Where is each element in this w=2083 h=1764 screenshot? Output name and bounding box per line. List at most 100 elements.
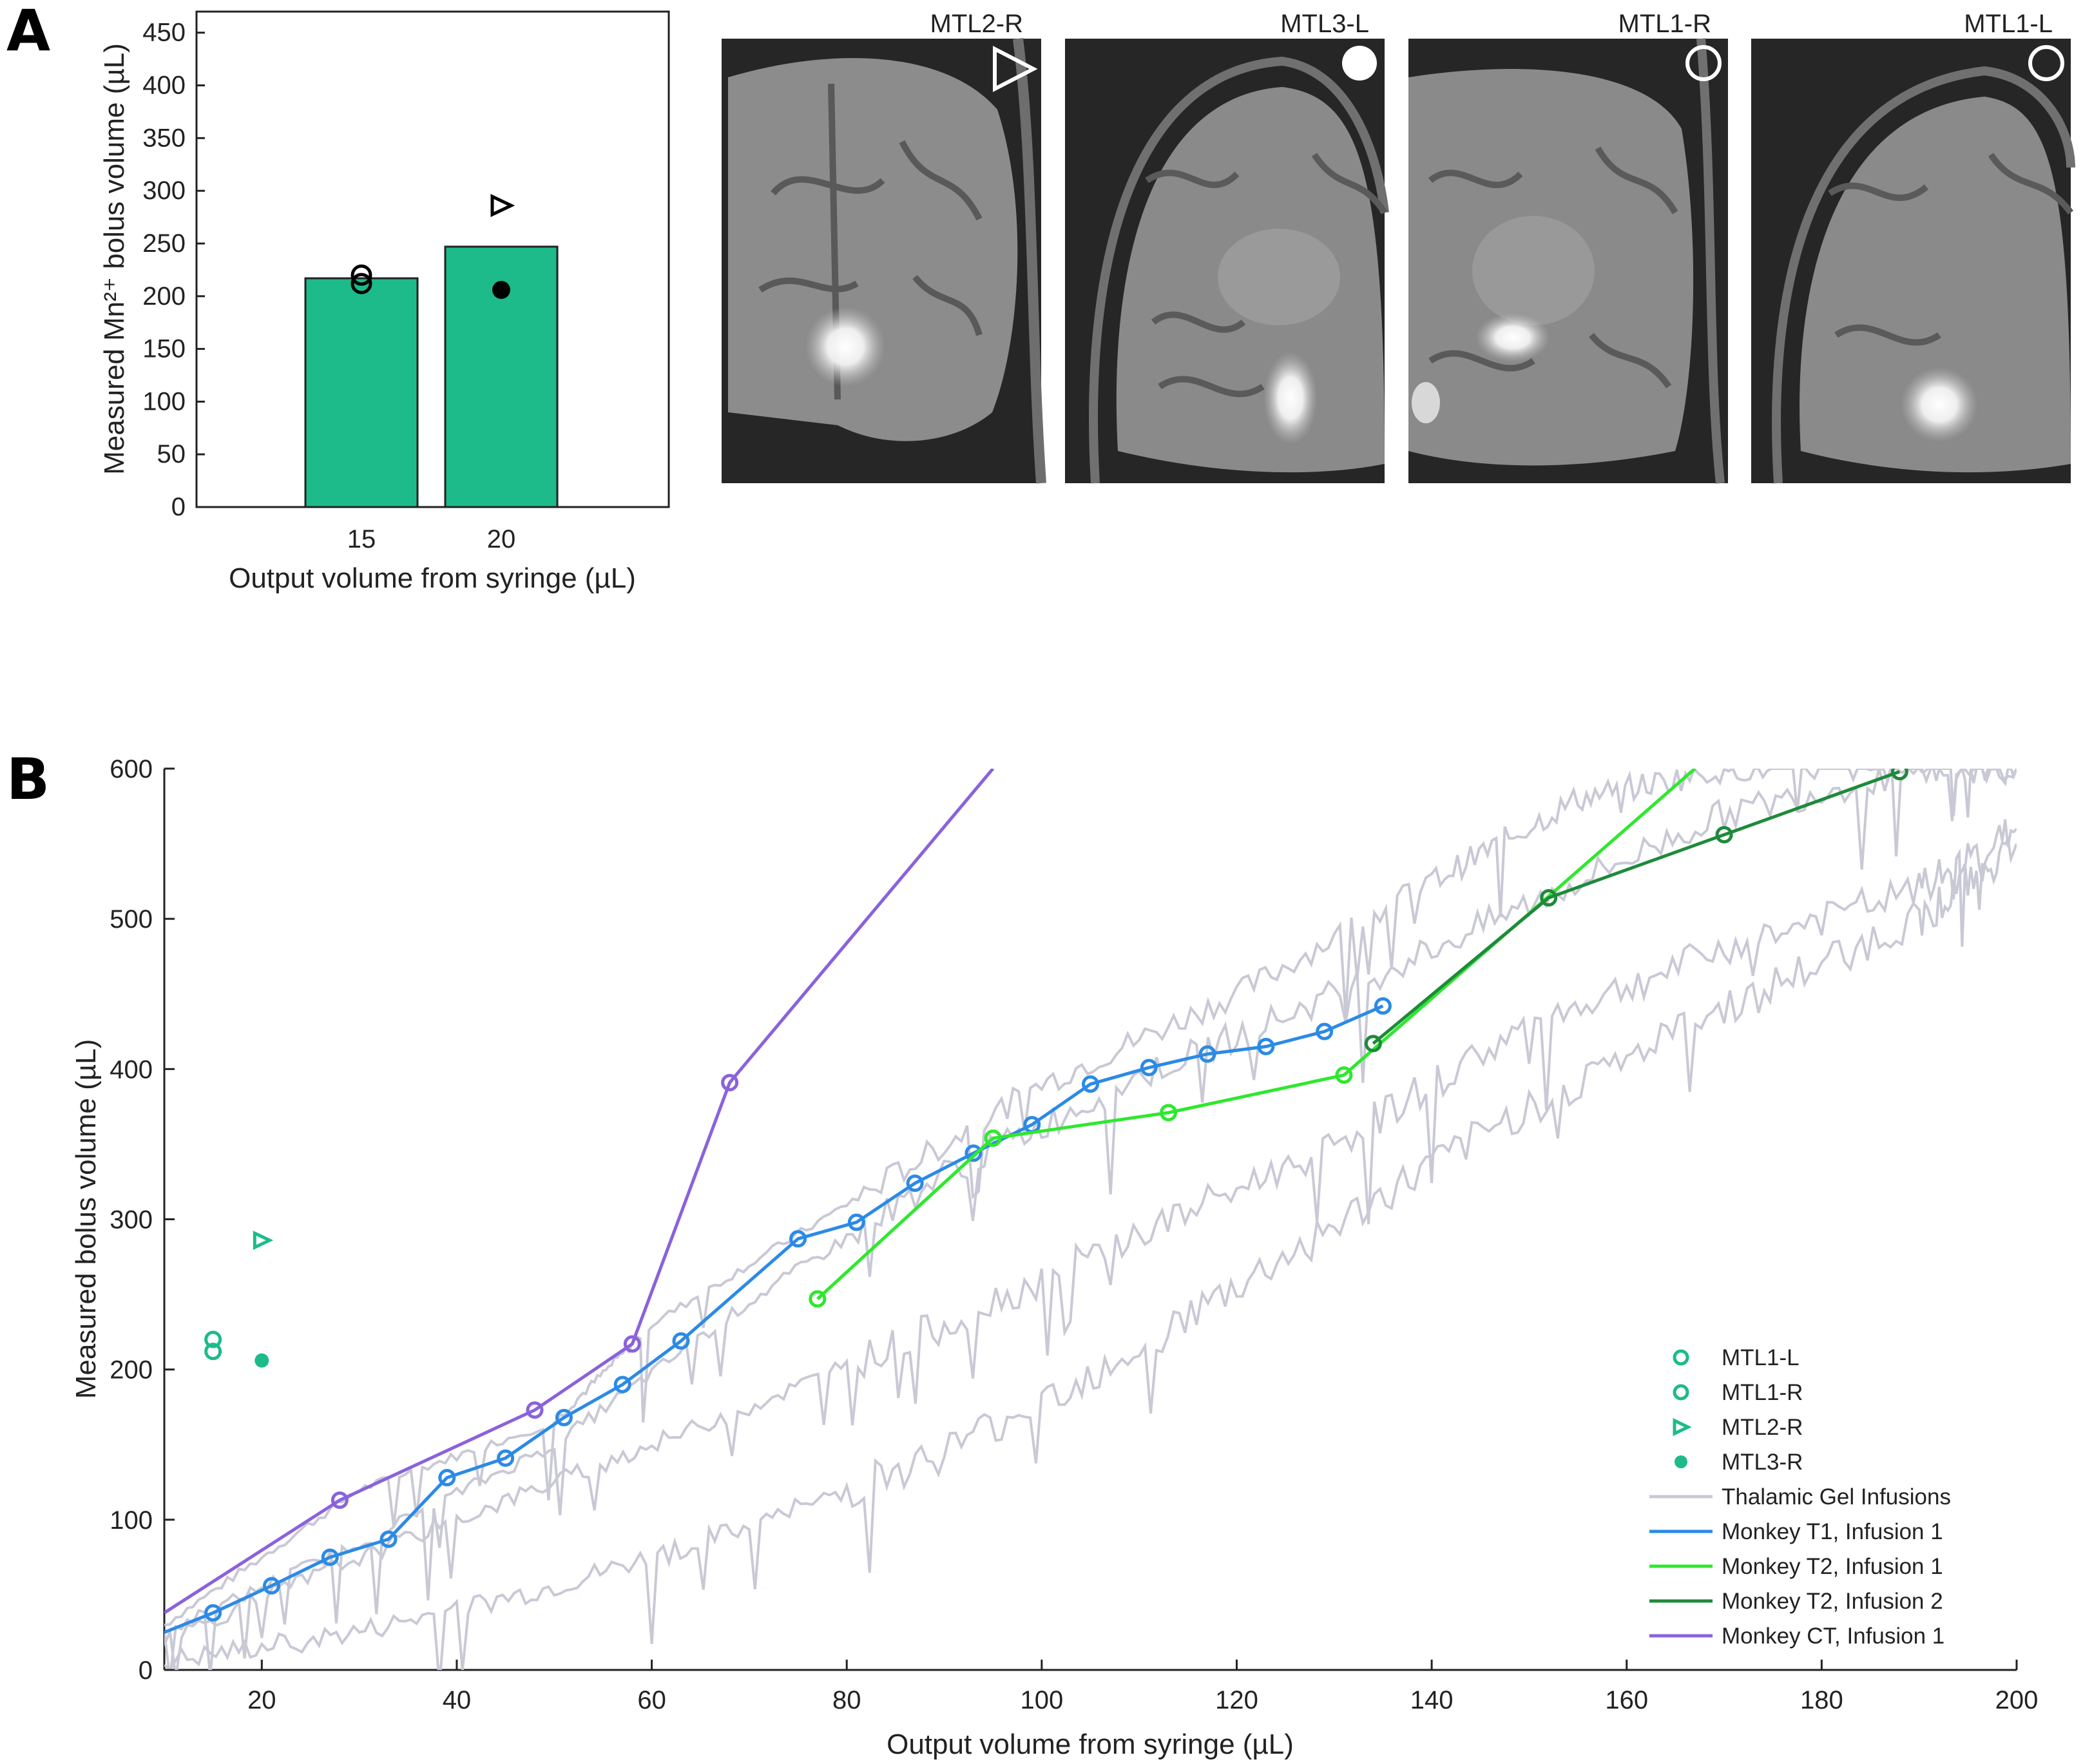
panel-a-bar-15	[304, 277, 419, 508]
mri-3-vessel	[1412, 382, 1440, 423]
mri-panel-2: MTL3-L	[1065, 10, 1389, 484]
mri-2-scalp	[1089, 56, 1389, 484]
series-point-monkey-t1-infusion-1	[789, 1230, 807, 1248]
panel-b-x-ticks: 20 40 60 80 100 120 140 160 180 200	[247, 1660, 2038, 1714]
panel-b-y-tick-label: 300	[110, 1206, 153, 1234]
mri-2-thalamus	[1218, 229, 1340, 325]
series-point-monkey-ct-infusion-1	[526, 1401, 544, 1419]
mri-2-sulci	[1145, 153, 1388, 398]
series-point-monkey-t1-infusion-1	[1082, 1075, 1099, 1093]
series-point-monkey-t1-infusion-1	[321, 1548, 339, 1566]
panel-b-x-tick-label: 60	[637, 1686, 666, 1714]
series-point-monkey-t1-infusion-1	[204, 1604, 222, 1622]
gel-infusion-curve-1	[164, 769, 2017, 1627]
panel-a-y-tick-label: 300	[142, 177, 186, 205]
panel-a-y-tick-label: 100	[142, 387, 186, 416]
panel-b-point-mtl2-r	[253, 1231, 274, 1251]
mri-panel-3: MTL1-R	[1408, 10, 1728, 484]
mri-1-scalp	[1013, 38, 1046, 484]
panel-a-y-tick-label: 150	[142, 335, 186, 363]
panel-a-y-tick-label: 200	[142, 282, 186, 311]
series-point-monkey-t1-infusion-1	[1316, 1022, 1334, 1040]
mri-1-triangle-marker	[993, 46, 1038, 92]
panel-b-line-chart: 0 100 200 300 400 500 600 20 40 60 80 100 120 140 160…	[70, 755, 2038, 1760]
legend-swatch-mtl1-r	[1673, 1384, 1689, 1401]
panel-b-x-tick-label: 80	[832, 1686, 861, 1714]
legend-label-monkey-ct-infusion-1: Monkey CT, Infusion 1	[1722, 1624, 1944, 1649]
series-point-monkey-t2-infusion-2	[1364, 1035, 1382, 1053]
series-point-monkey-t1-infusion-1	[965, 1144, 983, 1162]
series-point-monkey-t1-infusion-1	[497, 1449, 515, 1467]
series-point-monkey-ct-infusion-1	[623, 1335, 641, 1353]
panel-a-x-tick-label: 15	[347, 525, 376, 553]
series-line-monkey-ct-infusion-1	[164, 769, 995, 1615]
panel-b-x-axis-title: Output volume from syringe (µL)	[887, 1729, 1294, 1760]
legend-swatch-mtl3-r	[1675, 1455, 1687, 1468]
panel-b-legend: MTL1-L MTL1-R MTL2-R MTL3-R Thalamic Gel Inf…	[1649, 1345, 1951, 1649]
panel-b-y-tick-label: 200	[110, 1356, 153, 1385]
panel-a-y-tick-label: 0	[171, 493, 186, 521]
series-point-monkey-t1-infusion-1	[672, 1332, 690, 1350]
series-point-monkey-ct-infusion-1	[721, 1073, 739, 1091]
legend-swatch-mtl1-l	[1673, 1349, 1689, 1366]
mri-1-label: MTL2-R	[930, 10, 1023, 38]
series-line-monkey-t2-infusion-2	[1372, 770, 1901, 1045]
mri-panels: MTL2-R MTL3-L MTL1-R	[722, 10, 2075, 484]
series-point-monkey-t1-infusion-1	[555, 1408, 573, 1426]
mri-panel-1: MTL2-R	[722, 10, 1046, 484]
series-point-monkey-t2-infusion-1	[809, 1290, 827, 1308]
panel-b-y-tick-label: 600	[110, 755, 153, 783]
panel-a-y-tick-label: 450	[142, 19, 186, 47]
panel-a-point-mtl3-l	[492, 280, 510, 299]
series-point-monkey-t1-infusion-1	[847, 1213, 865, 1231]
legend-label-thalamic-gel-infusions: Thalamic Gel Infusions	[1722, 1484, 1951, 1510]
series-point-monkey-t1-infusion-1	[379, 1530, 398, 1548]
mri-3-thalamus	[1472, 216, 1595, 325]
panel-a-letter: A	[6, 0, 50, 64]
panel-a-axes-box	[195, 10, 670, 508]
panel-b-letter: B	[6, 746, 50, 812]
panel-a-y-tick-label: 400	[142, 72, 186, 100]
panel-a-x-ticks: 15 20	[347, 525, 516, 553]
series-line-monkey-t1-infusion-1	[164, 1004, 1384, 1635]
panel-b-x-tick-label: 160	[1605, 1686, 1648, 1714]
panel-b-x-tick-label: 120	[1215, 1686, 1258, 1714]
series-point-monkey-t2-infusion-2	[1715, 826, 1733, 844]
panel-b-series	[164, 769, 1908, 1635]
legend-label-mtl1-l: MTL1-L	[1722, 1345, 1800, 1370]
series-point-monkey-t1-infusion-1	[1374, 997, 1392, 1015]
legend-label-monkey-t1-infusion-1: Monkey T1, Infusion 1	[1722, 1519, 1943, 1544]
series-point-monkey-t2-infusion-2	[1540, 889, 1558, 907]
panel-a-y-axis-title: Measured Mn²⁺ bolus volume (µL)	[99, 43, 130, 475]
mri-1-sulci	[758, 83, 983, 400]
panel-b-x-tick-label: 100	[1020, 1686, 1063, 1714]
panel-a-x-axis-title: Output volume from syringe (µL)	[229, 562, 636, 594]
panel-a-point-mtl1-l	[350, 264, 372, 286]
panel-b-x-tick-label: 20	[247, 1686, 276, 1714]
panel-b-x-tick-label: 40	[443, 1686, 472, 1714]
panel-a-bars	[304, 245, 559, 508]
legend-label-mtl3-r: MTL3-R	[1722, 1450, 1803, 1475]
mri-1-bolus	[805, 307, 885, 387]
mri-3-scalp	[1696, 38, 1725, 484]
panel-b-points	[204, 1231, 274, 1368]
panel-a-y-tick-label: 50	[157, 440, 186, 468]
panel-b-y-tick-label: 100	[110, 1506, 153, 1535]
panel-b-y-ticks: 0 100 200 300 400 500 600	[110, 755, 175, 1685]
mri-3-bolus	[1475, 313, 1550, 362]
legend-label-mtl1-r: MTL1-R	[1722, 1380, 1803, 1405]
series-point-monkey-t2-infusion-2	[1890, 769, 1908, 781]
series-line-monkey-t2-infusion-1	[816, 769, 1696, 1300]
mri-2-bolus	[1263, 352, 1318, 445]
panel-a-y-ticks: 0 50 100 150 200 250 300 350 400 450	[142, 19, 205, 521]
mri-4-sulci	[1828, 153, 2074, 346]
legend-swatch-mtl2-r	[1673, 1418, 1692, 1436]
mri-panel-4: MTL1-L	[1751, 10, 2075, 484]
panel-b-point-mtl1-l	[204, 1330, 222, 1348]
series-point-monkey-t1-infusion-1	[906, 1174, 924, 1193]
mri-3-label: MTL1-R	[1618, 10, 1711, 38]
panel-b-x-tick-label: 140	[1410, 1686, 1454, 1714]
series-point-monkey-t1-infusion-1	[1257, 1037, 1275, 1055]
series-point-monkey-t1-infusion-1	[613, 1376, 631, 1394]
